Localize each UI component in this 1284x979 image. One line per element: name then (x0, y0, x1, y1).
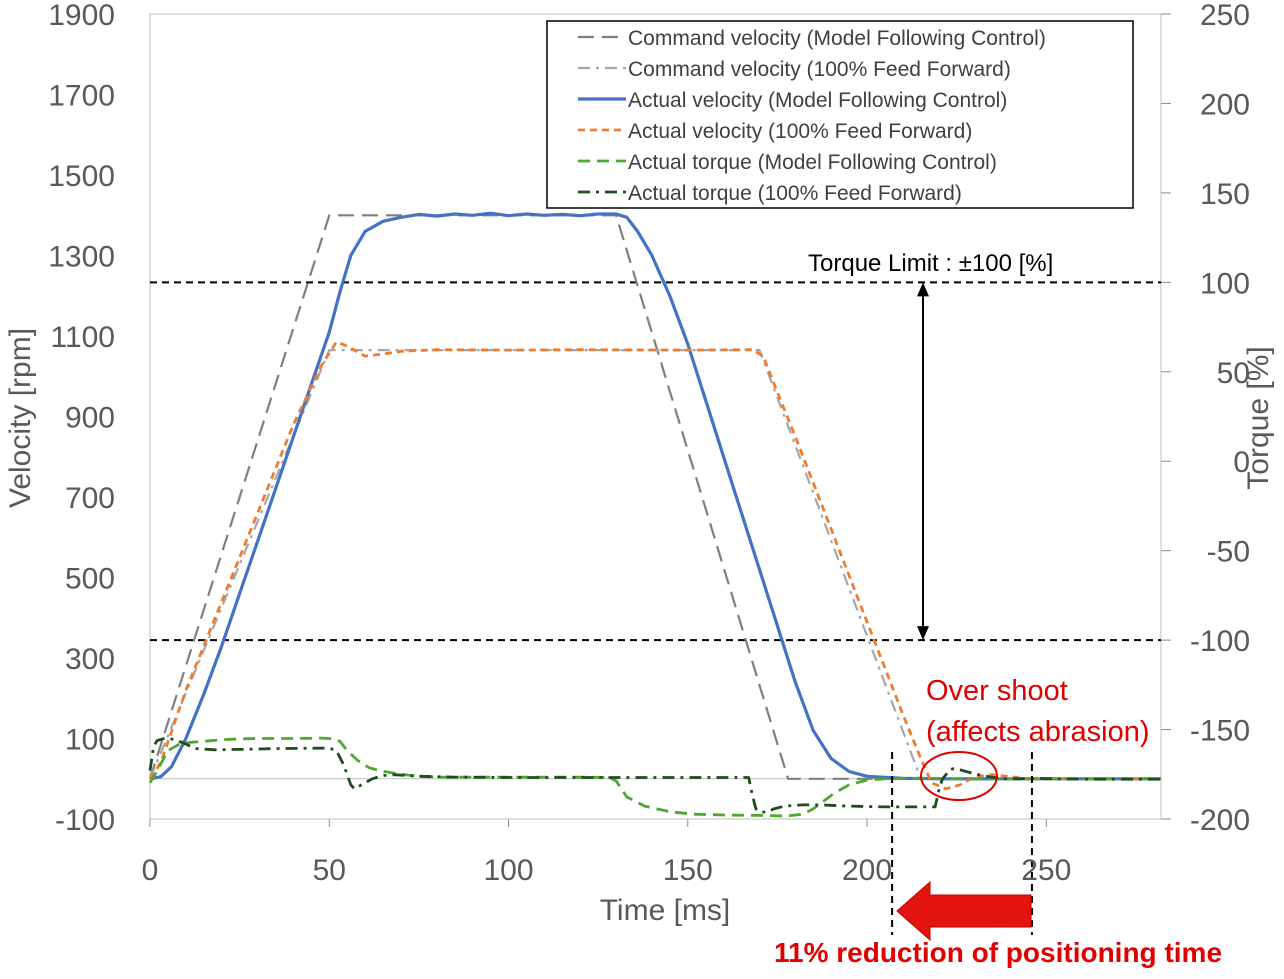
legend-box (546, 20, 1134, 209)
y-left-tick-label: 1900 (48, 0, 115, 32)
y-axis-left-label: Velocity [rpm] (4, 328, 37, 508)
y-axis-right-label: Torque [%] (1242, 346, 1275, 489)
legend-label-5: Actual torque (Model Following Control) (628, 151, 997, 174)
series-line-6 (148, 737, 1161, 814)
y-right-tick-label: -150 (1190, 715, 1250, 748)
x-tick-label: 100 (483, 854, 533, 887)
legend-label-6: Actual torque (100% Feed Forward) (628, 182, 962, 205)
torque-range-arrow-head-down (917, 626, 929, 641)
legend-label-1: Command velocity (Model Following Contro… (628, 27, 1046, 50)
reduction-label: 11% reduction of positioning time (774, 937, 1222, 968)
x-axis-label: Time [ms] (600, 894, 731, 927)
x-tick-label: 0 (142, 854, 159, 887)
y-left-tick-label: 1100 (50, 321, 115, 354)
y-right-tick-label: 150 (1200, 178, 1250, 211)
legend: Command velocity (Model Following Contro… (546, 20, 1134, 209)
y-left-tick-label: 900 (65, 402, 115, 435)
legend-label-2: Command velocity (100% Feed Forward) (628, 58, 1011, 81)
x-tick-label: 50 (313, 854, 346, 887)
series-line-4 (148, 340, 1161, 791)
y-left-tick-label: 500 (65, 563, 115, 596)
y-left-tick-label: 1700 (48, 80, 115, 113)
x-tick-label: 250 (1021, 854, 1071, 887)
y-right-tick-label: 100 (1200, 267, 1250, 300)
overshoot-circle (920, 751, 998, 801)
x-tick-label: 200 (842, 854, 892, 887)
y-right-tick-label: -50 (1207, 536, 1250, 569)
torque-limit-label-bg (800, 245, 1100, 277)
series-line-3 (149, 211, 1161, 781)
legend-label-4: Actual velocity (100% Feed Forward) (628, 120, 972, 143)
y-right-tick-label: -200 (1190, 804, 1250, 837)
y-right-tick-label: 200 (1200, 88, 1250, 121)
torque-range-arrow-head-up (917, 282, 929, 297)
y-left-tick-label: 1300 (48, 241, 115, 274)
y-left-tick-label: 1500 (48, 160, 115, 193)
y-right-tick-label: 50 (1217, 357, 1250, 390)
y-right-tick-label: 0 (1233, 446, 1250, 479)
y-left-tick-label: 300 (65, 643, 115, 676)
legend-label-3: Actual velocity (Model Following Control… (628, 89, 1007, 112)
y-left-tick-label: -100 (55, 804, 115, 837)
y-left-tick-label: 100 (65, 724, 115, 757)
overshoot-label-line2: (affects abrasion) (926, 716, 1150, 748)
x-tick-label: 150 (663, 854, 713, 887)
y-left-tick-label: 700 (65, 482, 115, 515)
y-right-tick-label: -100 (1190, 625, 1250, 658)
overshoot-label-line1: Over shoot (926, 675, 1068, 707)
y-right-tick-label: 250 (1200, 0, 1250, 32)
reduction-arrow (896, 880, 1032, 942)
torque-limit-label: Torque Limit : ±100 [%] (808, 250, 1053, 277)
